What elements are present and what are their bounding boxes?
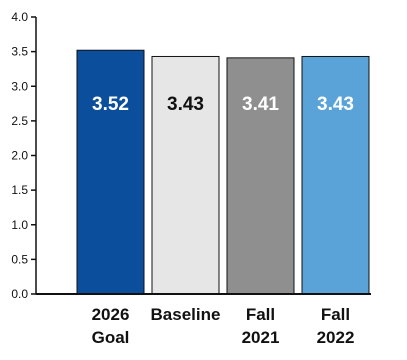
x-tick-label: Goal [92,328,130,347]
x-tick-label: 2026 [92,305,130,324]
y-tick-label: 2.5 [11,114,28,128]
bar [151,55,220,295]
y-tick-label: 3.0 [11,79,28,93]
data-labels: 3.52 3.43 3.41 3.43 [92,94,354,115]
x-tick-label: Baseline [151,305,221,324]
y-tick-label: 0.5 [11,252,28,266]
y-tick-label: 4.0 [11,10,28,24]
y-tick-label: 0.0 [11,287,28,301]
bar [226,57,295,295]
data-label: 3.43 [167,94,204,115]
y-axis: 0.0 0.5 1.0 1.5 2.0 2.5 3.0 3.5 4.0 [11,10,37,301]
bars [76,49,370,295]
bar [301,55,370,295]
y-tick-label: 1.0 [11,218,28,232]
y-tick-label: 3.5 [11,45,28,59]
category-labels: 2026 Goal Baseline Fall 2021 Fall 2022 [92,305,355,347]
x-tick-label: Fall [321,305,350,324]
data-label: 3.43 [317,94,354,115]
y-tick-label: 1.5 [11,183,28,197]
x-tick-label: 2022 [317,328,355,347]
x-tick-label: Fall [246,305,275,324]
data-label: 3.52 [92,94,129,115]
bar [76,49,145,295]
data-label: 3.41 [242,94,279,115]
x-tick-label: 2021 [242,328,280,347]
y-tick-label: 2.0 [11,149,28,163]
